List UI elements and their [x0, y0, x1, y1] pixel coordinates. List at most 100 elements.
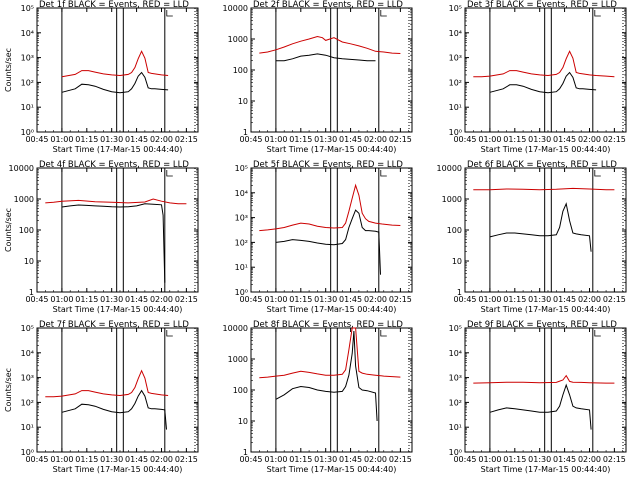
y-tick-label: 10000: [223, 4, 248, 13]
y-tick-label: 10⁵: [21, 4, 34, 13]
x-tick-label: 01:45: [125, 295, 148, 304]
bracket-mark: [594, 10, 601, 17]
x-tick-label: 02:00: [578, 295, 601, 304]
x-tick-label: 02:00: [364, 295, 387, 304]
y-tick-label: 100: [233, 386, 248, 395]
y-tick-label: 10³: [235, 214, 248, 223]
y-tick-label: 10¹: [449, 103, 462, 112]
series-lld-line: [61, 50, 169, 78]
plot-frame: [464, 327, 627, 453]
x-tick-label: 00:45: [25, 135, 48, 144]
x-tick-label: 02:15: [603, 455, 626, 464]
y-tick-label: 10⁵: [449, 324, 462, 333]
plot-frame: [36, 7, 199, 133]
bracket-mark: [166, 10, 173, 17]
y-tick-label: 1000: [228, 355, 248, 364]
x-tick-label: 02:00: [578, 135, 601, 144]
panel-det-3: Det 3f BLACK = Events, RED = LLD 10⁰ 10¹ 10…: [449, 0, 627, 154]
panel-det-7: Det 7f BLACK = Events, RED = LLD 10⁰ 10¹ 10…: [4, 320, 199, 474]
x-tick-label: 01:15: [75, 455, 98, 464]
x-tick-label: 01:15: [503, 455, 526, 464]
x-tick-label: 01:30: [100, 135, 123, 144]
x-tick-label: 02:15: [175, 135, 198, 144]
chart-title: Det 7f BLACK = Events, RED = LLD: [39, 320, 189, 330]
bracket-mark: [380, 10, 387, 17]
x-tick-label: 01:00: [50, 135, 73, 144]
x-axis-label: Start Time (17-Mar-15 00:44:40): [267, 465, 397, 474]
y-tick-label: 10: [238, 417, 248, 426]
series-events-line: [275, 330, 378, 422]
x-tick-label: 01:15: [503, 295, 526, 304]
x-tick-label: 00:45: [453, 295, 476, 304]
x-tick-label: 01:30: [314, 295, 337, 304]
y-tick-label: 10²: [235, 238, 248, 247]
x-tick-label: 02:15: [603, 135, 626, 144]
x-tick-label: 01:45: [339, 135, 362, 144]
y-tick-label: 10⁵: [449, 4, 462, 13]
x-axis-label: Start Time (17-Mar-15 00:44:40): [53, 465, 183, 474]
x-tick-label: 02:00: [364, 135, 387, 144]
x-tick-label: 02:00: [364, 455, 387, 464]
y-tick-label: 10³: [21, 54, 34, 63]
series-events-line: [275, 53, 376, 62]
y-axis-label: Counts/sec: [4, 368, 13, 412]
panel-det-1: Det 1f BLACK = Events, RED = LLD 10⁰ 10¹ 10…: [4, 0, 199, 154]
y-tick-label: 10¹: [21, 423, 34, 432]
series-events-line: [275, 209, 381, 275]
bracket-mark: [380, 330, 387, 337]
y-tick-label: 1: [457, 288, 462, 297]
x-tick-label: 02:15: [389, 455, 412, 464]
x-axis-label: Start Time (17-Mar-15 00:44:40): [267, 145, 397, 154]
x-tick-label: 02:15: [175, 295, 198, 304]
x-tick-label: 01:30: [314, 455, 337, 464]
y-tick-label: 1000: [228, 35, 248, 44]
y-tick-label: 10: [24, 257, 34, 266]
y-tick-label: 10²: [21, 78, 34, 87]
x-tick-label: 02:15: [389, 135, 412, 144]
y-tick-label: 10²: [449, 78, 462, 87]
x-tick-label: 01:30: [528, 135, 551, 144]
y-tick-label: 10⁴: [21, 349, 34, 358]
y-tick-label: 10⁴: [21, 29, 34, 38]
bracket-mark: [166, 170, 173, 177]
panel-det-9: Det 9f BLACK = Events, RED = LLD 10⁰ 10¹ 10…: [449, 320, 627, 474]
x-tick-label: 02:15: [175, 455, 198, 464]
y-tick-label: 10⁴: [235, 189, 248, 198]
series-events-line: [489, 202, 592, 252]
series-events-line: [61, 71, 169, 94]
x-tick-label: 01:00: [50, 455, 73, 464]
x-tick-label: 01:15: [289, 135, 312, 144]
panel-det-2: Det 2f BLACK = Events, RED = LLD 1 10 100 10…: [223, 0, 413, 154]
y-tick-label: 10³: [21, 374, 34, 383]
x-tick-label: 02:00: [150, 135, 173, 144]
y-tick-label: 10: [238, 97, 248, 106]
y-tick-label: 10000: [9, 164, 34, 173]
plot-frame: [464, 167, 627, 293]
series-lld-line: [45, 369, 169, 398]
x-tick-label: 00:45: [239, 135, 262, 144]
y-tick-label: 10⁰: [21, 448, 34, 457]
panel-det-4: Det 4f BLACK = Events, RED = LLD 1 10 100 10…: [4, 160, 199, 314]
x-tick-label: 01:15: [289, 295, 312, 304]
y-tick-label: 10⁰: [449, 448, 462, 457]
x-tick-label: 01:45: [553, 455, 576, 464]
panel-det-8: Det 8f BLACK = Events, RED = LLD 1 10 100 10…: [223, 320, 413, 474]
x-tick-label: 00:45: [453, 455, 476, 464]
x-tick-label: 01:00: [478, 135, 501, 144]
series-lld-line: [473, 187, 615, 191]
plot-frame: [250, 7, 413, 133]
y-tick-label: 10⁰: [21, 128, 34, 137]
y-tick-label: 1: [243, 448, 248, 457]
x-tick-label: 01:00: [478, 295, 501, 304]
y-tick-label: 10¹: [449, 423, 462, 432]
panel-det-5: Det 5f BLACK = Events, RED = LLD 10⁰ 10¹ 10…: [235, 160, 413, 314]
chart-title: Det 4f BLACK = Events, RED = LLD: [39, 160, 189, 170]
x-tick-label: 01:30: [314, 135, 337, 144]
plot-frame: [250, 327, 413, 453]
y-tick-label: 10¹: [235, 263, 248, 272]
x-tick-label: 02:00: [150, 455, 173, 464]
series-lld-line: [259, 35, 401, 54]
x-tick-label: 01:00: [478, 455, 501, 464]
y-tick-label: 1: [243, 128, 248, 137]
y-axis-label: Counts/sec: [4, 208, 13, 252]
